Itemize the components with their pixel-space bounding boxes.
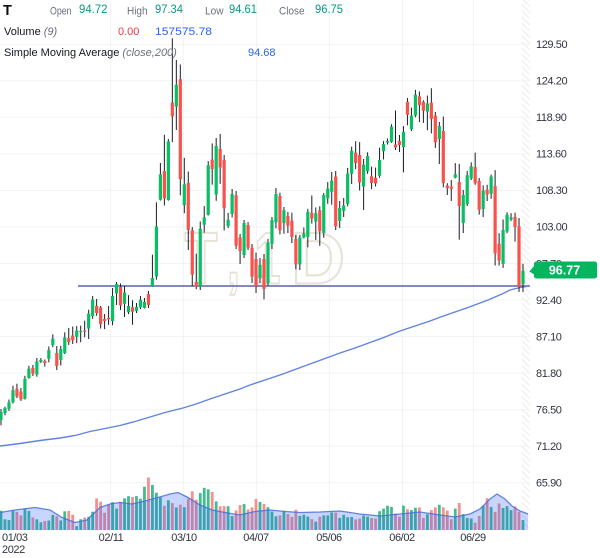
svg-text:81.80: 81.80	[536, 368, 562, 380]
svg-text:103.00: 103.00	[536, 222, 568, 234]
svg-text:0.00: 0.00	[118, 26, 139, 38]
svg-text:05/06: 05/06	[316, 532, 342, 544]
svg-text:Close: Close	[279, 6, 305, 18]
svg-text:97.34: 97.34	[155, 4, 184, 16]
svg-text:Simple Moving Average (close,2: Simple Moving Average (close,200)	[4, 47, 177, 59]
svg-text:Low: Low	[205, 6, 224, 18]
svg-text:06/29: 06/29	[460, 532, 486, 544]
svg-text:94.68: 94.68	[248, 47, 276, 59]
svg-text:94.72: 94.72	[79, 4, 108, 16]
svg-text:118.90: 118.90	[536, 112, 567, 124]
svg-text:96.75: 96.75	[315, 4, 343, 16]
svg-text:94.61: 94.61	[229, 4, 257, 16]
svg-text:157575.78: 157575.78	[155, 26, 212, 38]
svg-text:71.20: 71.20	[536, 441, 562, 453]
svg-text:High: High	[127, 6, 148, 18]
svg-text:04/07: 04/07	[243, 532, 269, 544]
svg-text:Volume (9): Volume (9)	[4, 26, 58, 38]
svg-text:01/03: 01/03	[2, 532, 28, 544]
svg-text:87.10: 87.10	[536, 331, 562, 343]
svg-text:,: ,	[227, 219, 240, 300]
svg-text:129.50: 129.50	[536, 39, 568, 51]
svg-text:02/11: 02/11	[99, 532, 124, 544]
svg-text:113.60: 113.60	[536, 149, 567, 161]
svg-text:124.20: 124.20	[536, 76, 568, 88]
svg-text:108.30: 108.30	[536, 185, 568, 197]
svg-text:65.90: 65.90	[536, 478, 562, 490]
svg-text:03/10: 03/10	[171, 532, 197, 544]
svg-text:76.50: 76.50	[536, 405, 562, 417]
svg-text:06/02: 06/02	[389, 532, 415, 544]
svg-text:96.77: 96.77	[549, 263, 580, 277]
svg-text:Open: Open	[50, 6, 72, 18]
svg-text:T: T	[3, 3, 12, 19]
svg-text:2022: 2022	[2, 544, 25, 556]
svg-text:92.40: 92.40	[536, 295, 562, 307]
